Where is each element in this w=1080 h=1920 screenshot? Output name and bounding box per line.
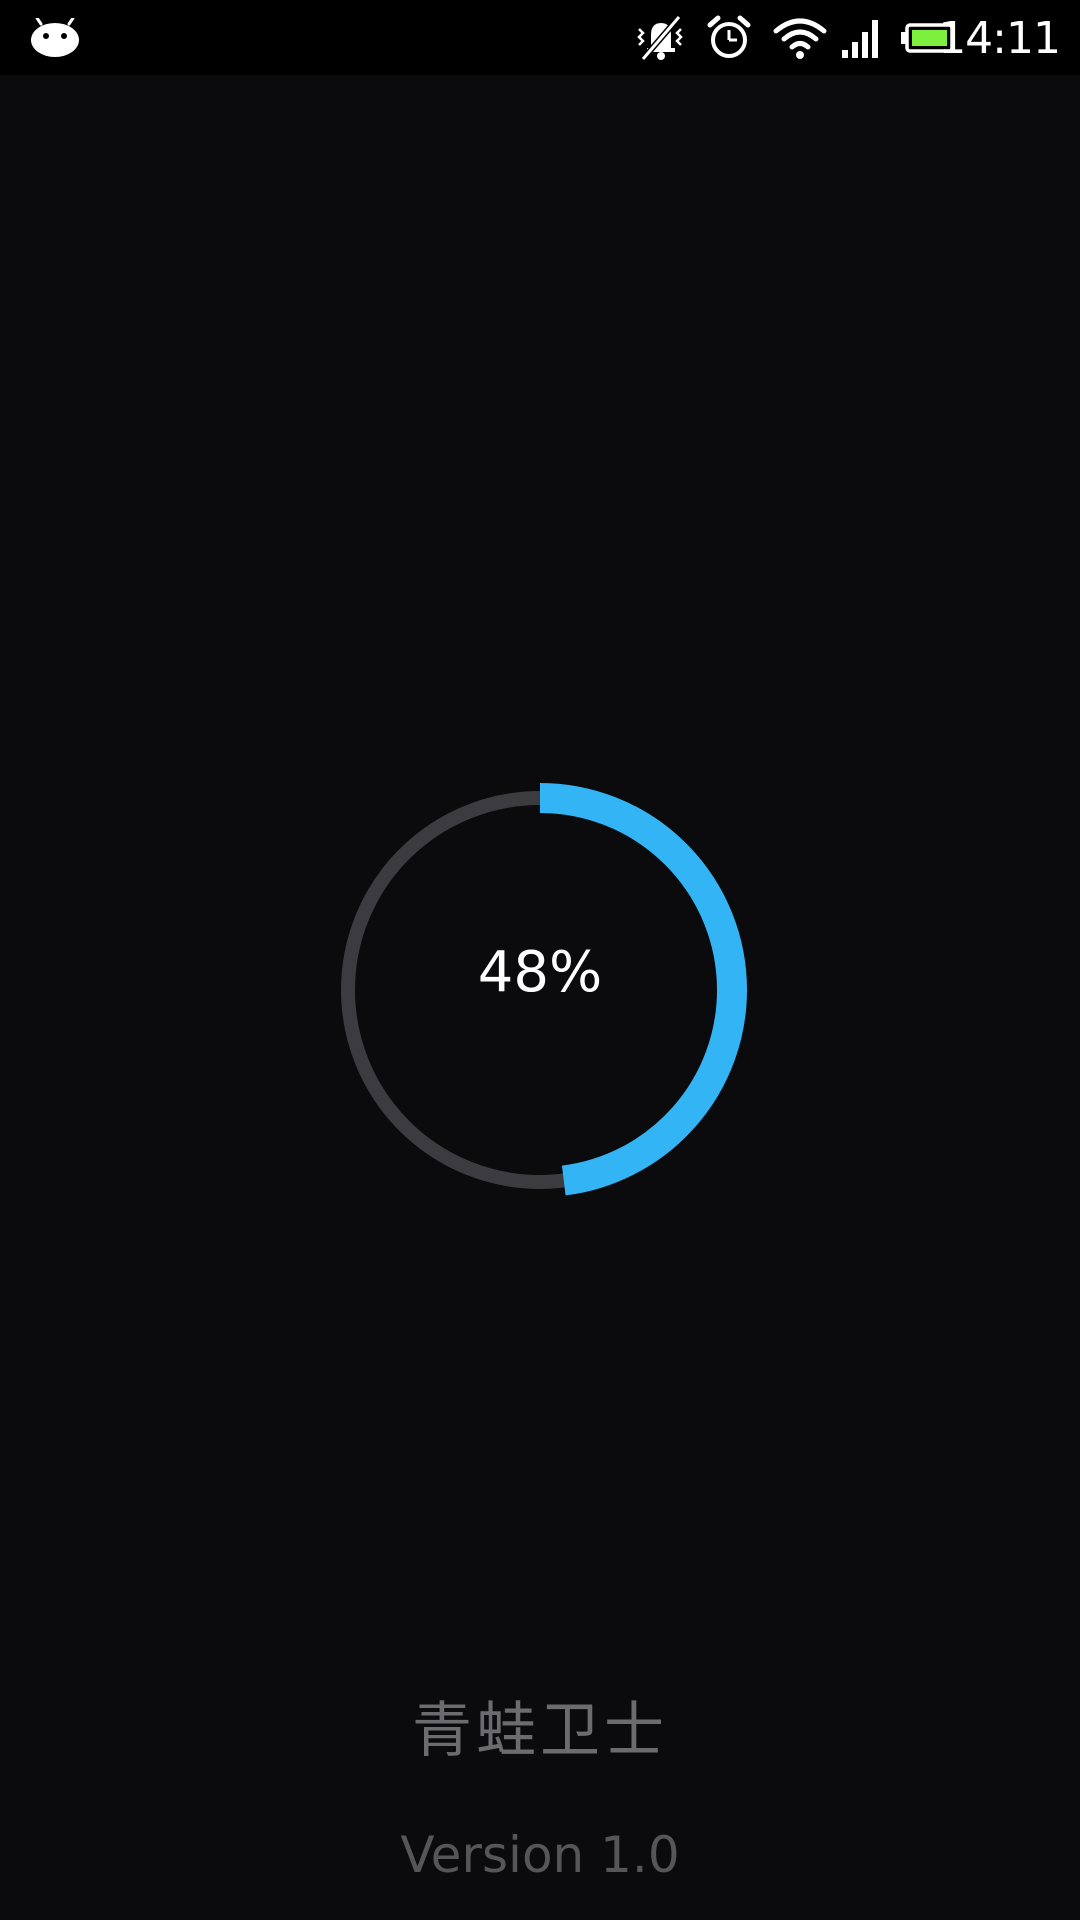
status-bar: 14:11 <box>0 0 1080 75</box>
android-icon <box>28 0 82 75</box>
mute-icon <box>632 0 688 75</box>
loading-progress-ring: 48% <box>330 780 750 1200</box>
wifi-icon <box>772 0 828 75</box>
signal-icon <box>838 0 884 75</box>
app-version: Version 1.0 <box>400 1826 680 1884</box>
battery-level <box>912 29 947 46</box>
progress-percent-label: 48% <box>477 940 603 1005</box>
status-time: 14:11 <box>938 13 1061 64</box>
battery-icon <box>898 0 956 75</box>
alarm-icon <box>704 0 754 75</box>
app-name: 青蛙卫士 <box>412 1696 668 1766</box>
progress-arc <box>333 783 747 1197</box>
